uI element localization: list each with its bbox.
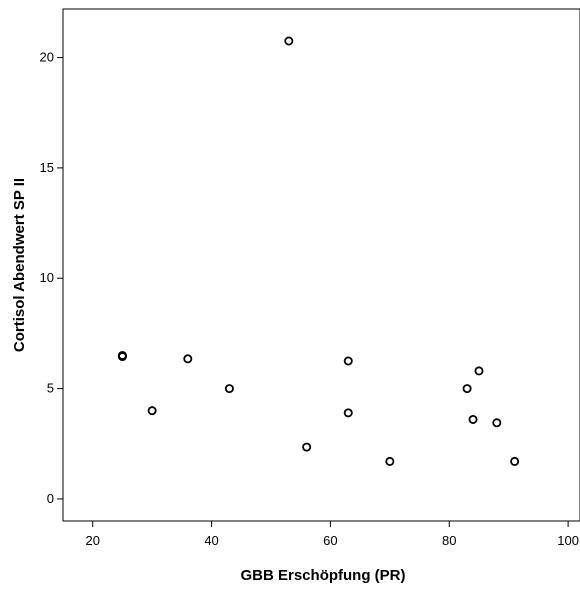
y-axis-title: Cortisol Abendwert SP II bbox=[11, 178, 28, 352]
y-axis-ticks: 0 5 10 15 20 bbox=[40, 50, 63, 506]
data-point bbox=[462, 384, 472, 394]
data-point bbox=[510, 456, 520, 466]
y-tick-label: 5 bbox=[47, 381, 54, 396]
data-point bbox=[474, 366, 484, 376]
x-axis-title: GBB Erschöpfung (PR) bbox=[241, 567, 406, 584]
y-tick-label: 20 bbox=[40, 50, 54, 65]
data-point bbox=[117, 352, 127, 362]
data-point bbox=[147, 406, 157, 416]
data-point bbox=[343, 408, 353, 418]
x-tick-label: 100 bbox=[557, 533, 579, 548]
y-tick-label: 15 bbox=[40, 160, 54, 175]
data-point bbox=[183, 354, 193, 364]
y-tick-label: 0 bbox=[47, 491, 54, 506]
data-point bbox=[468, 414, 478, 424]
data-point bbox=[302, 442, 312, 452]
data-point bbox=[224, 384, 234, 394]
data-point bbox=[385, 456, 395, 466]
x-tick-label: 40 bbox=[204, 533, 218, 548]
data-point bbox=[492, 418, 502, 428]
y-tick-label: 10 bbox=[40, 270, 54, 285]
x-tick-label: 80 bbox=[442, 533, 456, 548]
data-points bbox=[117, 36, 520, 466]
data-point bbox=[284, 36, 294, 46]
x-tick-label: 20 bbox=[85, 533, 99, 548]
plot-frame bbox=[62, 8, 580, 522]
data-point bbox=[343, 356, 353, 366]
x-axis-ticks: 20 40 60 80 100 bbox=[85, 521, 579, 548]
x-tick-label: 60 bbox=[323, 533, 337, 548]
